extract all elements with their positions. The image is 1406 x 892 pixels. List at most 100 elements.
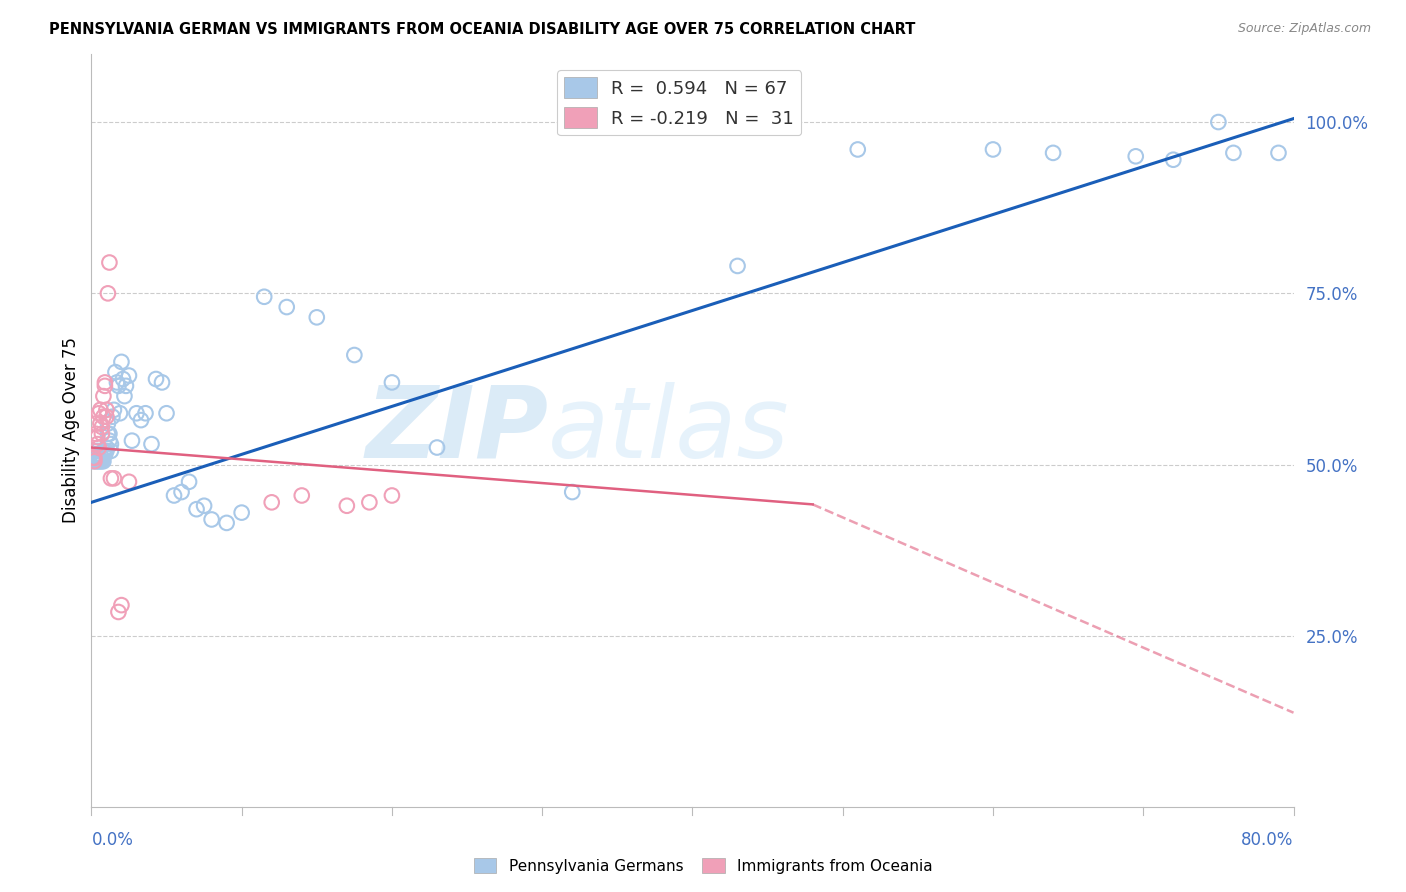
Point [89,417,111,431]
Point [103,402,125,417]
Point [97,286,120,301]
Point [1222,145,1244,160]
Point [1208,115,1230,129]
Point [87,450,110,465]
Point [111,372,134,386]
Point [170,485,193,500]
Point [193,499,215,513]
Point [94,447,117,461]
Point [82,450,104,465]
Point [90,450,112,465]
Point [336,499,359,513]
Text: PENNSYLVANIA GERMAN VS IMMIGRANTS FROM OCEANIA DISABILITY AGE OVER 75 CORRELATIO: PENNSYLVANIA GERMAN VS IMMIGRANTS FROM O… [49,22,915,37]
Point [141,437,163,451]
Point [94,444,117,458]
Point [86,444,108,458]
Point [97,417,120,431]
Point [150,376,173,390]
Point [84,426,107,441]
Point [163,488,186,502]
Point [727,259,749,273]
Point [90,420,112,434]
Point [84,417,107,431]
Point [86,430,108,444]
Point [90,426,112,441]
Point [87,454,110,468]
Point [1161,153,1184,167]
Point [121,434,143,448]
Point [981,143,1004,157]
Point [1267,145,1289,160]
Point [118,475,141,489]
Point [100,444,122,458]
Point [100,471,122,485]
Point [86,437,108,451]
Point [94,379,117,393]
Legend: Pennsylvania Germans, Immigrants from Oceania: Pennsylvania Germans, Immigrants from Oc… [467,852,939,880]
Point [186,502,208,516]
Point [129,413,152,427]
Point [114,389,136,403]
Point [108,406,131,420]
Point [87,406,110,420]
Point [83,454,105,468]
Point [426,441,449,455]
Text: ZIP: ZIP [366,382,548,479]
Point [110,355,132,369]
Point [94,376,117,390]
Y-axis label: Disability Age Over 75: Disability Age Over 75 [62,337,80,524]
Point [96,402,118,417]
Point [276,300,298,314]
Text: 80.0%: 80.0% [1241,831,1294,849]
Point [253,290,276,304]
Point [83,450,105,465]
Point [291,488,314,502]
Point [89,402,111,417]
Point [305,310,328,325]
Legend: R =  0.594   N = 67, R = -0.219   N =  31: R = 0.594 N = 67, R = -0.219 N = 31 [557,70,801,136]
Point [155,406,177,420]
Point [86,454,108,468]
Point [96,444,118,458]
Point [381,376,404,390]
Point [96,409,118,424]
Point [381,488,404,502]
Point [107,379,129,393]
Point [1042,145,1064,160]
Text: 0.0%: 0.0% [91,831,134,849]
Point [201,512,224,526]
Point [125,406,148,420]
Point [1125,149,1147,163]
Point [87,441,110,455]
Point [215,516,238,530]
Point [359,495,381,509]
Point [96,441,118,455]
Point [93,409,115,424]
Point [231,506,253,520]
Point [104,365,127,379]
Point [83,450,105,465]
Point [82,454,104,468]
Point [93,389,115,403]
Point [846,143,869,157]
Point [84,447,107,461]
Point [84,454,107,468]
Point [100,437,122,451]
Point [93,444,115,458]
Point [101,409,124,424]
Point [105,376,128,390]
Point [177,475,200,489]
Point [343,348,366,362]
Point [89,447,111,461]
Point [145,372,167,386]
Point [103,471,125,485]
Text: atlas: atlas [548,382,790,479]
Point [98,426,121,441]
Point [97,426,120,441]
Point [115,379,138,393]
Point [110,598,132,612]
Point [93,454,115,468]
Point [118,368,141,383]
Point [561,485,583,500]
Point [260,495,283,509]
